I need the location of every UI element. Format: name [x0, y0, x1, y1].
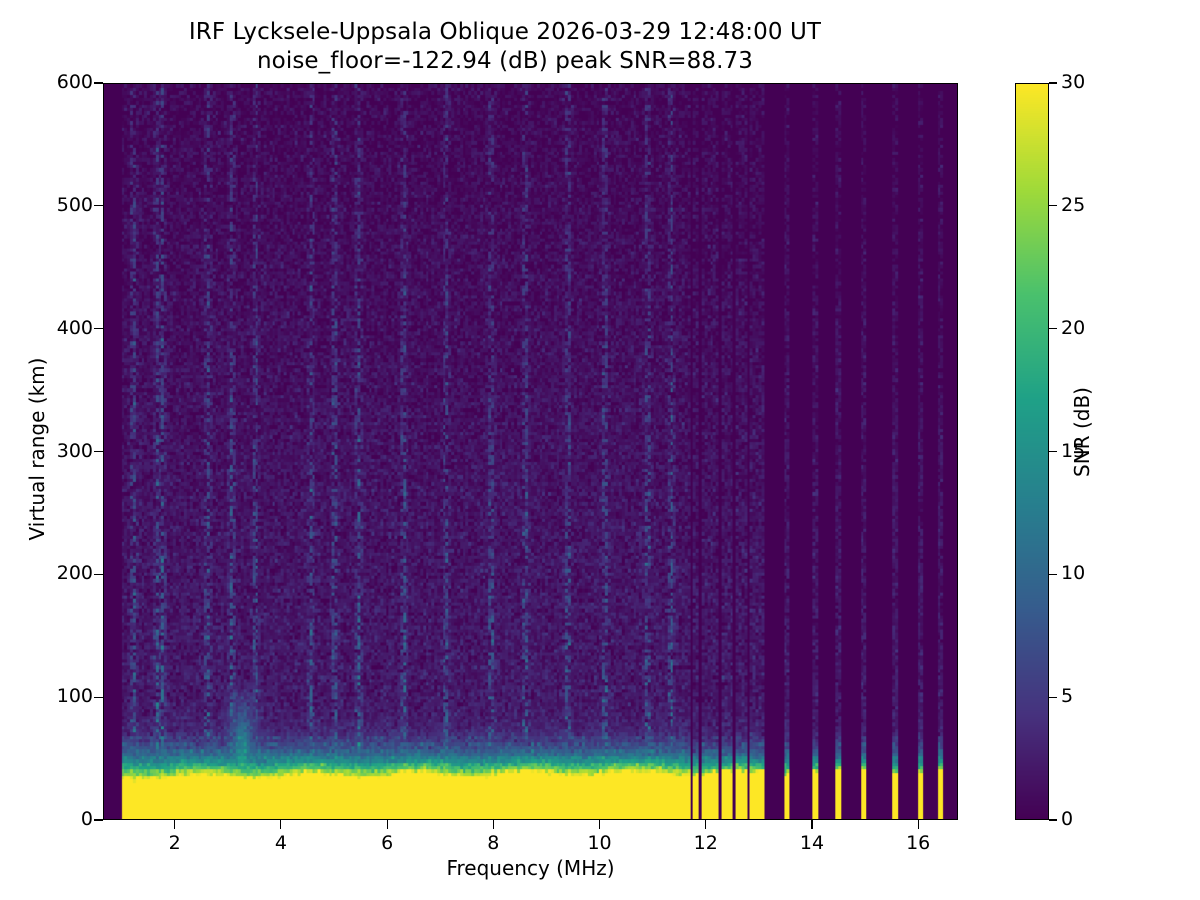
- x-tick-mark: [492, 820, 494, 829]
- x-tick-label: 10: [587, 832, 612, 854]
- y-tick-label: 300: [56, 439, 93, 462]
- colorbar-tick-mark: [1049, 450, 1057, 453]
- x-tick-label: 16: [906, 832, 931, 854]
- y-tick-label: 200: [56, 562, 93, 585]
- x-tick-label: 14: [799, 832, 825, 854]
- y-tick-mark: [94, 450, 103, 453]
- colorbar-tick-mark: [1049, 696, 1057, 698]
- x-tick-label: 8: [487, 832, 500, 854]
- colorbar: [1015, 83, 1049, 820]
- x-tick-label: 4: [274, 832, 287, 854]
- y-tick-label: 400: [56, 316, 93, 339]
- y-tick-mark: [94, 819, 103, 821]
- x-tick-label: 6: [381, 832, 394, 854]
- x-axis-label: Frequency (MHz): [446, 856, 615, 880]
- y-tick-mark: [94, 573, 103, 575]
- heatmap-axes: [103, 83, 958, 820]
- y-tick-mark: [94, 328, 103, 330]
- title-line-2: noise_floor=-122.94 (dB) peak SNR=88.73: [256, 48, 754, 75]
- colorbar-tick-mark: [1049, 573, 1057, 575]
- colorbar-tick-label: 0: [1061, 808, 1074, 830]
- colorbar-tick-mark: [1049, 82, 1057, 84]
- x-tick-mark: [174, 820, 176, 829]
- x-tick-label: 2: [168, 832, 181, 854]
- figure-title: IRF Lycksele-Uppsala Oblique 2026-03-29 …: [0, 18, 1010, 77]
- colorbar-tick-mark: [1049, 328, 1057, 330]
- y-tick-label: 100: [56, 685, 93, 708]
- x-tick-mark: [280, 820, 282, 829]
- title-line-1: IRF Lycksele-Uppsala Oblique 2026-03-29 …: [188, 19, 822, 45]
- x-tick-mark: [917, 820, 919, 829]
- colorbar-tick-label: 25: [1061, 193, 1086, 216]
- y-tick-mark: [94, 205, 103, 207]
- colorbar-tick-label: 10: [1061, 562, 1086, 585]
- colorbar-gradient: [1016, 84, 1048, 819]
- y-tick-label: 0: [80, 808, 93, 830]
- colorbar-label: SNR (dB): [1070, 387, 1094, 477]
- ionogram-heatmap-canvas: [104, 84, 957, 819]
- y-axis-label: Virtual range (km): [25, 357, 49, 541]
- colorbar-tick-label: 20: [1061, 316, 1086, 339]
- y-tick-mark: [94, 696, 103, 698]
- x-tick-mark: [811, 820, 813, 829]
- colorbar-tick-label: 5: [1061, 685, 1074, 708]
- x-tick-mark: [705, 820, 707, 829]
- y-tick-label: 600: [56, 71, 93, 93]
- y-tick-mark: [94, 82, 103, 84]
- x-tick-mark: [386, 820, 388, 829]
- colorbar-tick-label: 15: [1061, 439, 1086, 462]
- colorbar-tick-label: 30: [1061, 71, 1086, 93]
- colorbar-tick-mark: [1049, 205, 1057, 207]
- x-tick-label: 12: [693, 832, 718, 854]
- y-tick-label: 500: [56, 193, 93, 216]
- x-tick-mark: [598, 820, 601, 829]
- colorbar-tick-mark: [1049, 819, 1057, 821]
